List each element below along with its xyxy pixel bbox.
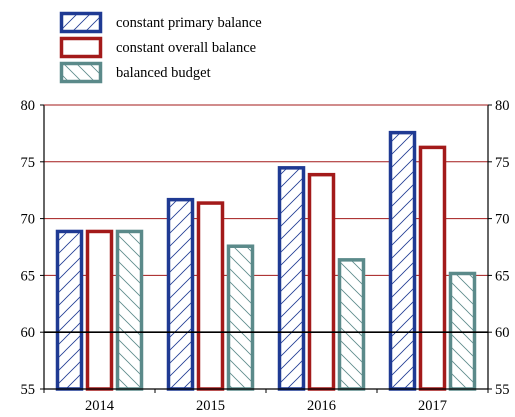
y-tick-label-left: 55 [21,382,36,398]
bars [55,130,477,391]
y-tick-label-left: 65 [21,268,36,284]
y-tick-label-right: 60 [495,325,510,341]
bar-balanced-budget-2014 [115,229,144,391]
axes: 55 55 60 60 65 65 70 70 75 75 80 80 2014 2015 2016 2017 [21,98,510,414]
bar-balanced-budget-2016 [337,258,366,391]
y-tick-label-left: 80 [21,98,36,114]
legend-label: constant primary balance [116,15,262,31]
y-tick-label-left: 75 [21,155,36,171]
bar-constant-primary-balance-2016 [277,166,306,391]
y-tick-label-right: 55 [495,382,510,398]
bar-constant-overall-balance-2015 [196,201,225,391]
bar-constant-overall-balance-2014 [85,229,114,391]
legend-swatch-constant-overall-balance [59,36,103,59]
x-tick-label: 2014 [85,398,115,412]
bar-constant-primary-balance-2014 [55,229,84,391]
legend-swatch-constant-primary-balance [59,11,103,34]
y-tick-label-left: 60 [21,325,36,341]
legend: constant primary balance constant overall… [59,11,262,84]
bar-balanced-budget-2015 [226,244,255,391]
bar-constant-primary-balance-2017 [388,130,417,391]
x-tick-label: 2016 [307,398,336,412]
x-tick-label: 2017 [418,398,447,412]
legend-swatch-balanced-budget [59,61,103,84]
bar-constant-overall-balance-2017 [418,145,447,391]
y-tick-label-right: 80 [495,98,510,114]
legend-label: balanced budget [116,65,211,81]
bar-balanced-budget-2017 [448,271,477,391]
y-tick-label-left: 70 [21,212,36,228]
y-tick-label-right: 75 [495,155,510,171]
y-tick-label-right: 70 [495,212,510,228]
bar-constant-overall-balance-2016 [307,172,336,391]
y-tick-label-right: 65 [495,268,510,284]
x-tick-label: 2015 [196,398,225,412]
legend-label: constant overall balance [116,40,256,56]
bar-constant-primary-balance-2015 [166,197,195,391]
